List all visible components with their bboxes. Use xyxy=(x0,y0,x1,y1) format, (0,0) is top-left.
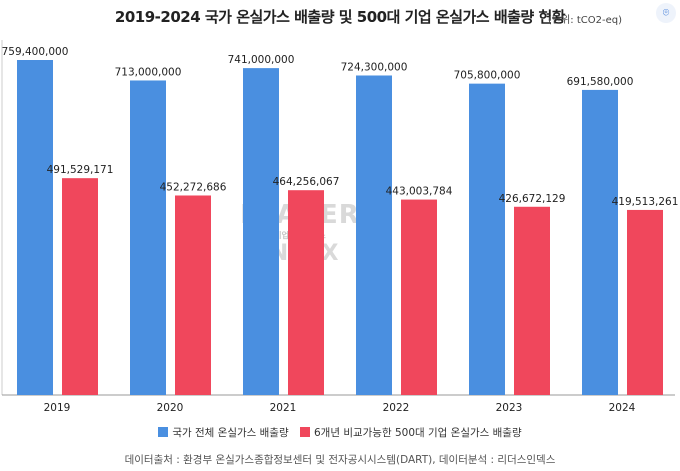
bar-national-2022 xyxy=(356,75,392,395)
chart-title: 2019-2024 국가 온실가스 배출량 및 500대 기업 온실가스 배출량… xyxy=(114,8,566,26)
data-label: 426,672,129 xyxy=(499,193,566,205)
data-label: 691,580,000 xyxy=(567,76,634,88)
data-label: 491,529,171 xyxy=(47,164,114,176)
bar-corporate-2020 xyxy=(175,195,211,395)
data-label: 724,300,000 xyxy=(341,61,408,73)
x-tick-label: 2023 xyxy=(496,402,523,414)
bar-national-2023 xyxy=(469,83,505,395)
x-tick-label: 2019 xyxy=(44,402,71,414)
legend-swatch-red xyxy=(299,427,310,437)
bar-corporate-2024 xyxy=(627,209,663,395)
bar-chart: 759,400,000 491,529,171 2019 713,000,000 452… xyxy=(1,40,679,414)
x-tick-label: 2020 xyxy=(157,402,184,414)
legend-label: 국가 전체 온실가스 배출량 xyxy=(172,427,289,439)
scan-icon[interactable]: ⌾ xyxy=(656,3,676,23)
data-label: 464,256,067 xyxy=(273,176,340,188)
data-label: 419,513,261 xyxy=(612,196,679,208)
data-label: 452,272,686 xyxy=(160,181,227,193)
bar-corporate-2019 xyxy=(62,178,98,395)
data-source: 데이터출처 : 환경부 온실가스종합정보센터 및 전자공시시스템(DART), … xyxy=(124,454,556,466)
x-tick-label: 2022 xyxy=(383,402,410,414)
data-label: 759,400,000 xyxy=(2,46,69,58)
bar-corporate-2022 xyxy=(401,199,437,395)
data-label: 713,000,000 xyxy=(115,66,182,78)
bar-corporate-2023 xyxy=(514,206,550,395)
bar-national-2020 xyxy=(130,80,166,396)
bar-national-2024 xyxy=(582,89,618,395)
legend-label: 6개년 비교가능한 500대 기업 온실가스 배출량 xyxy=(313,427,522,439)
unit-label: (단위: tCO2-eq) xyxy=(548,15,622,26)
data-label: 705,800,000 xyxy=(454,70,521,82)
data-label: 741,000,000 xyxy=(228,54,295,66)
x-tick-label: 2021 xyxy=(270,402,297,414)
x-tick-label: 2024 xyxy=(609,402,636,414)
legend-item-corporate[interactable]: 6개년 비교가능한 500대 기업 온실가스 배출량 xyxy=(299,427,522,439)
data-label: 443,003,784 xyxy=(386,186,453,198)
bar-national-2021 xyxy=(243,68,279,395)
bar-corporate-2021 xyxy=(288,190,324,395)
legend-item-national[interactable]: 국가 전체 온실가스 배출량 xyxy=(158,427,289,439)
bar-national-2019 xyxy=(17,60,53,395)
legend: 국가 전체 온실가스 배출량 6개년 비교가능한 500대 기업 온실가스 배출… xyxy=(0,425,680,440)
legend-swatch-blue xyxy=(158,427,169,437)
